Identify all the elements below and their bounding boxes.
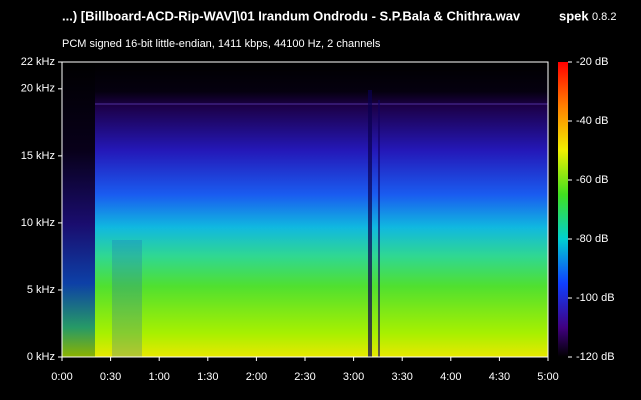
x-tick-label: 4:00: [440, 371, 461, 383]
x-tick-label: 3:00: [343, 371, 364, 383]
x-tick-label: 5:00: [537, 371, 558, 383]
color-bar: [558, 62, 568, 357]
x-tick-label: 2:30: [294, 371, 315, 383]
x-tick-label: 2:00: [246, 371, 267, 383]
color-tick-label: -20 dB: [576, 56, 608, 68]
color-tick-label: -120 dB: [576, 351, 615, 363]
app-version: 0.8.2: [592, 11, 616, 23]
y-tick-label: 5 kHz: [27, 284, 55, 296]
subtitle: PCM signed 16-bit little-endian, 1411 kb…: [62, 38, 381, 50]
x-tick-label: 0:00: [51, 371, 72, 383]
color-tick-label: -60 dB: [576, 174, 608, 186]
spectrogram: [62, 62, 548, 357]
app-name: spek: [559, 8, 589, 23]
x-tick-label: 4:30: [489, 371, 510, 383]
color-tick-label: -40 dB: [576, 115, 608, 127]
y-tick-label: 22 kHz: [21, 56, 55, 68]
color-tick-label: -80 dB: [576, 233, 608, 245]
y-tick-label: 10 kHz: [21, 217, 55, 229]
color-tick-label: -100 dB: [576, 292, 615, 304]
file-title: ...) [Billboard-ACD-Rip-WAV]\01 Irandum …: [62, 8, 521, 23]
x-tick-label: 1:30: [197, 371, 218, 383]
y-tick-label: 20 kHz: [21, 83, 55, 95]
x-tick-label: 3:30: [391, 371, 412, 383]
x-tick-label: 1:00: [148, 371, 169, 383]
x-tick-label: 0:30: [100, 371, 121, 383]
y-tick-label: 15 kHz: [21, 150, 55, 162]
y-tick-label: 0 kHz: [27, 351, 55, 363]
